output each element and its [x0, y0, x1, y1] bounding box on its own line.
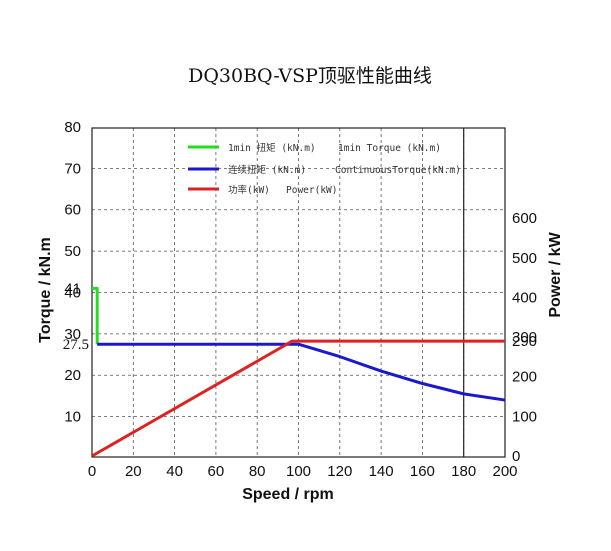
right-y-tick-label: 300 — [512, 329, 537, 346]
series-line-power — [91, 339, 505, 458]
x-tick-label: 140 — [369, 463, 394, 480]
left-y-tick-label: 10 — [64, 409, 81, 426]
right-y-axis-label: Power / kW — [547, 231, 564, 317]
x-axis-label: Speed / rpm — [242, 486, 334, 503]
right-y-tick-label: 100 — [512, 408, 537, 425]
right-y-tick-label: 400 — [512, 289, 537, 306]
right-y-tick-label: 200 — [512, 369, 537, 386]
legend-label-cn: 功率(kW) — [228, 184, 270, 196]
left-y-tick-label: 27.5 — [63, 337, 89, 353]
left-y-tick-label: 80 — [64, 119, 81, 136]
legend-label-en: ContinuousTorque(kN.m) — [335, 165, 461, 176]
x-tick-label: 180 — [451, 463, 476, 480]
legend-label-cn: 1min 扭矩 (kN.m) — [228, 142, 316, 154]
series-line-continuous-torque — [97, 342, 506, 402]
x-tick-label: 20 — [125, 463, 142, 480]
left-y-tick-label: 70 — [64, 160, 81, 177]
legend-label-en: Power(kW) — [286, 185, 337, 196]
x-tick-label: 100 — [286, 463, 311, 480]
legend-label-en: 1min Torque (kN.m) — [338, 143, 441, 154]
right-y-tick-label: 500 — [512, 250, 537, 267]
right-y-tick-label: 290 — [512, 333, 537, 350]
left-y-tick-label: 60 — [64, 202, 81, 219]
x-tick-label: 200 — [492, 463, 517, 480]
left-y-axis-label: Torque / kN.m — [37, 237, 54, 343]
x-tick-label: 120 — [327, 463, 352, 480]
legend: 1min 扭矩 (kN.m) 1min Torque (kN.m) 连续扭矩 (kN… — [188, 142, 461, 196]
x-tick-label: 160 — [410, 463, 435, 480]
legend-label-cn: 连续扭矩 (kN.m) — [228, 164, 306, 176]
series-layer — [91, 286, 506, 458]
left-y-tick-label: 20 — [64, 367, 81, 384]
chart-title: DQ30BQ-VSP顶驱性能曲线 — [188, 65, 432, 87]
plot-frame — [91, 127, 506, 458]
grid — [92, 128, 505, 457]
x-axis-ticks: 0 20 40 60 80 100 120 140 160 180 200 — [88, 463, 518, 480]
x-tick-label: 40 — [166, 463, 183, 480]
series-line-1min-torque — [92, 286, 99, 345]
left-y-tick-label: 50 — [64, 243, 81, 260]
right-y-tick-label: 600 — [512, 210, 537, 227]
x-tick-label: 60 — [208, 463, 225, 480]
left-y-tick-label: 30 — [64, 326, 81, 343]
left-y-tick-label: 41 — [64, 280, 81, 297]
x-tick-label: 0 — [88, 463, 96, 480]
x-tick-label: 80 — [249, 463, 266, 480]
right-y-tick-label: 0 — [512, 448, 520, 465]
left-y-tick-label: 40 — [64, 284, 81, 301]
